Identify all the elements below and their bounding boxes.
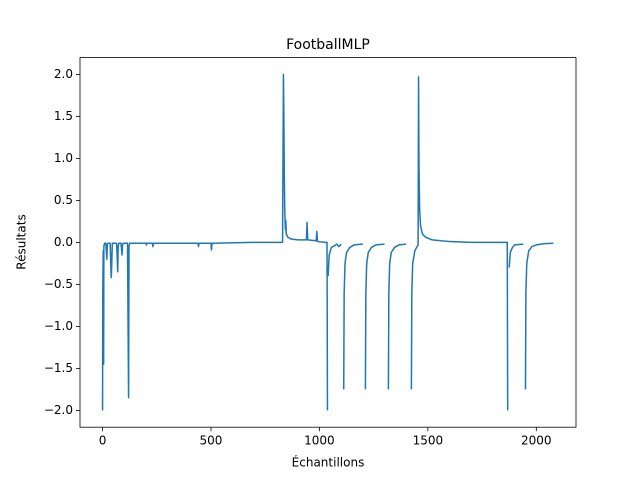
- data-line: [101, 73, 554, 411]
- y-tick-label: 1.5: [54, 109, 73, 123]
- x-tick-label: 1500: [413, 434, 444, 448]
- y-tick-label: −2.0: [44, 403, 73, 417]
- y-tick-label: 2.0: [54, 67, 73, 81]
- x-tick-label: 2000: [521, 434, 552, 448]
- x-axis-label: Échantillons: [292, 455, 365, 470]
- y-tick-label: 1.0: [54, 151, 73, 165]
- x-tick-label: 1000: [304, 434, 335, 448]
- y-tick-label: 0.0: [54, 235, 73, 249]
- y-tick-label: 0.5: [54, 193, 73, 207]
- y-tick-label: −0.5: [44, 277, 73, 291]
- x-tick-label: 500: [200, 434, 223, 448]
- y-axis-label: Résultats: [15, 214, 29, 269]
- y-tick-label: −1.0: [44, 319, 73, 333]
- plot-frame: [79, 57, 577, 428]
- y-tick-label: −1.5: [44, 361, 73, 375]
- chart-title: FootballMLP: [286, 37, 370, 53]
- x-tick-label: 0: [99, 434, 107, 448]
